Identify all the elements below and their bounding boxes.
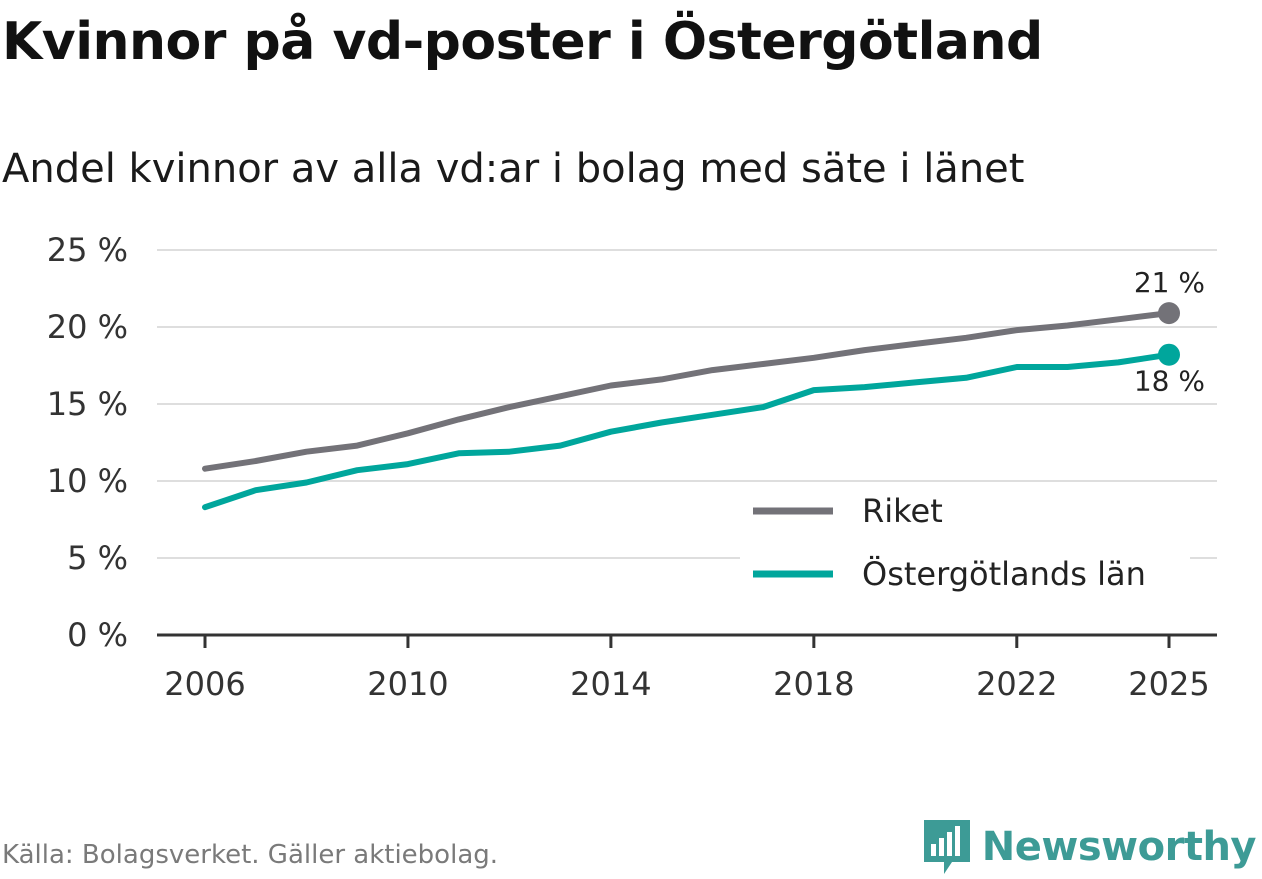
x-tick-label: 2025 bbox=[1128, 665, 1209, 703]
chart-title: Kvinnor på vd-poster i Östergötland bbox=[2, 12, 1043, 72]
y-tick-label: 25 % bbox=[47, 231, 128, 269]
x-axis: 2006 2010 2014 2018 2022 2025 bbox=[157, 633, 1217, 703]
newsworthy-logo-icon bbox=[923, 820, 970, 874]
source-note: Källa: Bolagsverket. Gäller aktiebolag. bbox=[2, 840, 499, 870]
x-tick-label: 2006 bbox=[164, 665, 245, 703]
legend-label: Riket bbox=[862, 492, 943, 530]
legend-background bbox=[740, 483, 1190, 605]
y-axis-tick-labels: 0 % 5 % 10 % 15 % 20 % 25 % bbox=[47, 231, 128, 654]
chart-subtitle: Andel kvinnor av alla vd:ar i bolag med … bbox=[2, 146, 1025, 192]
x-tick-label: 2014 bbox=[570, 665, 651, 703]
series-end-label: 18 % bbox=[1134, 365, 1205, 398]
series-end-point bbox=[1158, 302, 1180, 325]
series-end-point bbox=[1158, 343, 1180, 366]
y-tick-label: 15 % bbox=[47, 385, 128, 423]
y-tick-label: 20 % bbox=[47, 308, 128, 346]
x-tick-label: 2022 bbox=[976, 665, 1057, 703]
x-tick-label: 2018 bbox=[773, 665, 854, 703]
x-tick-label: 2010 bbox=[367, 665, 448, 703]
y-tick-label: 0 % bbox=[67, 616, 128, 654]
legend: Riket Östergötlands län bbox=[740, 483, 1190, 605]
series-line bbox=[202, 351, 1172, 511]
legend-label: Östergötlands län bbox=[862, 555, 1146, 593]
series-end-points: 21 % 18 % bbox=[1134, 266, 1205, 398]
series-line bbox=[202, 310, 1172, 472]
series-end-label: 21 % bbox=[1134, 266, 1205, 299]
y-tick-label: 10 % bbox=[47, 462, 128, 500]
brand-logo: Newsworthy bbox=[922, 818, 1257, 876]
brand-name: Newsworthy bbox=[981, 824, 1257, 870]
y-tick-label: 5 % bbox=[67, 539, 128, 577]
series-lines bbox=[202, 310, 1172, 511]
